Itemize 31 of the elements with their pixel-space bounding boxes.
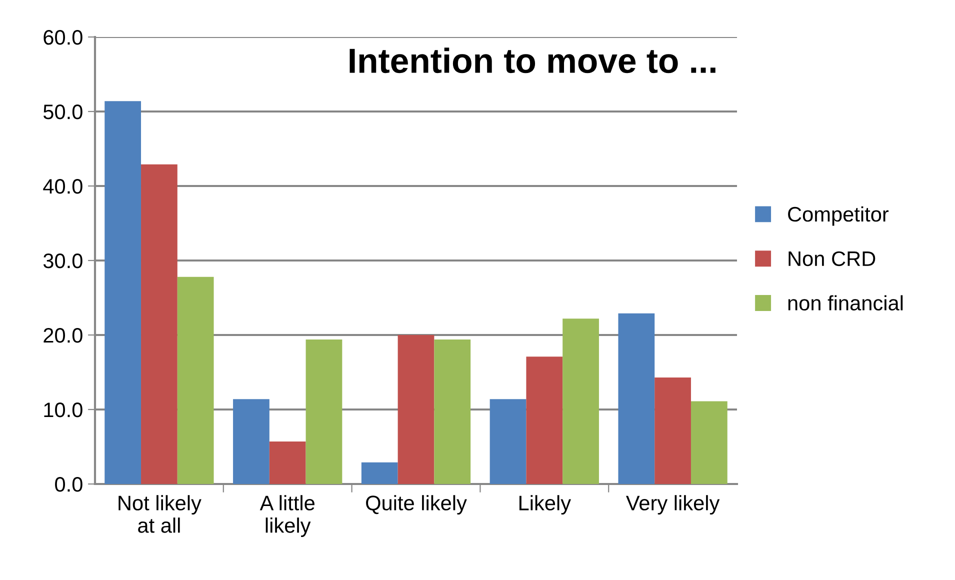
bar [141, 164, 178, 484]
x-tick-label: Not likely at all [118, 495, 202, 533]
x-tick-label: Quite likely [366, 495, 467, 515]
bar [618, 313, 655, 484]
x-tick-label: Very likely [626, 495, 720, 515]
bar [104, 101, 142, 484]
bar [398, 335, 434, 484]
x-tick-label: Likely [519, 495, 571, 515]
bar [562, 318, 599, 484]
bar [690, 401, 728, 484]
bar [177, 276, 214, 484]
bar [361, 462, 398, 484]
bar [526, 356, 563, 484]
bar [490, 399, 526, 484]
legend-label: Competitor [788, 206, 889, 226]
y-tick-label: 30.0 [43, 254, 82, 268]
y-tick-label: 50.0 [43, 104, 82, 120]
bar [306, 339, 342, 484]
x-tick-label: A little likely [260, 495, 314, 537]
y-tick-label: 20.0 [44, 328, 82, 343]
bar [269, 442, 306, 484]
chart-title: Intention to move to ... [350, 48, 716, 74]
bar [233, 399, 270, 484]
y-tick-label: 10.0 [44, 402, 82, 418]
legend-label: Non CRD [788, 251, 876, 266]
legend-label: non financial [788, 295, 903, 311]
y-tick-label: 0.0 [55, 477, 82, 492]
bar [434, 339, 471, 484]
y-tick-label: 60.0 [44, 30, 82, 45]
y-tick-label: 40.0 [43, 179, 82, 194]
bar [654, 377, 691, 484]
